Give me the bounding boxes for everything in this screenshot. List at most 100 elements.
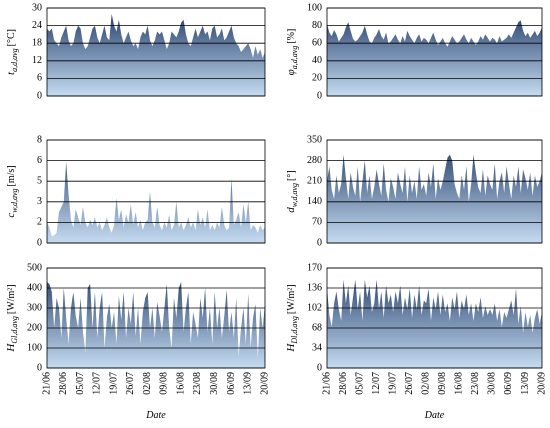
x-tick-label: 05/07 <box>75 372 86 395</box>
y-tick-label: 300 <box>27 302 42 313</box>
x-tick-label: 12/07 <box>92 372 103 395</box>
x-tick-label: 02/08 <box>421 372 432 395</box>
x-axis-title: Date <box>424 410 445 421</box>
y-axis-unit: [m/s] <box>6 165 17 186</box>
x-tick-label: 26/07 <box>404 372 415 395</box>
plot-frame <box>326 267 543 369</box>
y-tick-label: 20 <box>312 73 322 84</box>
x-tick-label: 28/06 <box>58 372 69 395</box>
y-tick-label: 2 <box>37 217 42 228</box>
y-axis-subscript: a,d,avg <box>10 48 19 72</box>
y-tick-label: 0 <box>37 362 42 373</box>
y-tick-label: 136 <box>307 282 322 293</box>
y-axis-symbol: φ <box>285 69 297 75</box>
x-axis-title: Date <box>145 410 166 421</box>
x-tick-label: 16/08 <box>175 372 186 395</box>
y-axis-unit: [W/m²] <box>6 284 17 314</box>
plot-frame <box>326 139 543 244</box>
x-tick-label: 28/06 <box>338 372 349 395</box>
y-tick-label: 12 <box>32 55 42 66</box>
x-tick-label: 26/07 <box>125 372 136 395</box>
y-axis-title: HGl,d,avg [W/m²] <box>5 284 19 352</box>
y-tick-label: 68 <box>312 322 322 333</box>
y-axis-subscript: Gl,d,avg <box>10 316 19 344</box>
y-tick-label: 100 <box>27 342 42 353</box>
y-tick-label: 210 <box>307 175 322 186</box>
x-tick-label: 19/07 <box>387 372 398 395</box>
x-tick-label: 30/08 <box>487 372 498 395</box>
x-tick-label: 13/09 <box>243 372 254 395</box>
y-axis-symbol: c <box>5 213 17 218</box>
y-tick-label: 500 <box>27 262 42 273</box>
plot-frame <box>46 7 266 97</box>
y-tick-label: 140 <box>307 196 322 207</box>
area <box>47 13 265 96</box>
y-tick-label: 3 <box>37 196 42 207</box>
y-axis-symbol: t <box>5 71 17 75</box>
x-tick-label: 09/08 <box>159 372 170 395</box>
y-tick-label: 0 <box>37 237 42 248</box>
x-tick-label: 06/09 <box>226 372 237 395</box>
y-tick-label: 6 <box>37 155 42 166</box>
area <box>327 20 542 96</box>
y-tick-label: 24 <box>32 20 42 31</box>
plot-frame <box>326 7 543 97</box>
y-tick-label: 100 <box>307 2 322 13</box>
y-tick-label: 70 <box>312 217 322 228</box>
y-axis-unit: [%] <box>286 29 297 44</box>
y-axis-unit: [W/m²] <box>286 284 297 314</box>
x-tick-label: 30/08 <box>209 372 220 395</box>
y-axis-subscript: Dl,d,avg <box>290 316 299 345</box>
y-tick-label: 0 <box>317 237 322 248</box>
y-axis-title: φa,d,avg [%] <box>285 29 299 76</box>
y-tick-label: 0 <box>37 90 42 101</box>
x-tick-label: 23/08 <box>192 372 203 395</box>
area <box>47 161 265 243</box>
y-axis-symbol: d <box>285 207 297 213</box>
plot-frame <box>46 267 266 369</box>
x-tick-label: 21/06 <box>321 372 332 395</box>
x-tick-label: 20/09 <box>536 372 547 395</box>
area <box>47 282 265 368</box>
y-tick-label: 200 <box>27 322 42 333</box>
y-tick-label: 18 <box>32 37 42 48</box>
y-tick-label: 6 <box>37 73 42 84</box>
y-axis-title: cw,d,avg [m/s] <box>5 165 19 217</box>
x-tick-label: 20/09 <box>259 372 270 395</box>
y-axis-title: ta,d,avg [°C] <box>5 29 19 75</box>
x-tick-label: 02/08 <box>142 372 153 395</box>
y-tick-label: 170 <box>307 262 322 273</box>
y-axis-unit: [°] <box>286 170 297 181</box>
x-tick-label: 06/09 <box>503 372 514 395</box>
y-tick-label: 0 <box>317 90 322 101</box>
plot-frame <box>46 139 266 244</box>
y-tick-label: 102 <box>307 302 322 313</box>
y-tick-label: 80 <box>312 20 322 31</box>
area <box>327 154 542 243</box>
y-axis-subscript: a,d,avg <box>290 46 299 70</box>
y-tick-label: 400 <box>27 282 42 293</box>
x-tick-label: 16/08 <box>454 372 465 395</box>
y-tick-label: 280 <box>307 155 322 166</box>
y-tick-label: 34 <box>312 342 322 353</box>
y-axis-symbol: H <box>285 343 297 353</box>
y-axis-title: HDl,d,avg [W/m²] <box>285 284 299 352</box>
y-tick-label: 350 <box>307 134 322 145</box>
x-tick-label: 23/08 <box>470 372 481 395</box>
x-tick-label: 12/07 <box>371 372 382 395</box>
y-tick-label: 8 <box>37 134 42 145</box>
x-tick-label: 13/09 <box>520 372 531 395</box>
y-tick-label: 40 <box>312 55 322 66</box>
x-tick-label: 21/06 <box>41 372 52 395</box>
area <box>327 279 542 368</box>
y-axis-subscript: w,d,avg <box>290 183 299 207</box>
y-tick-label: 5 <box>37 175 42 186</box>
x-tick-label: 05/07 <box>354 372 365 395</box>
x-tick-label: 09/08 <box>437 372 448 395</box>
y-axis-unit: [°C] <box>6 29 17 46</box>
y-tick-label: 60 <box>312 37 322 48</box>
y-tick-label: 0 <box>317 362 322 373</box>
y-tick-label: 30 <box>32 2 42 13</box>
y-axis-symbol: H <box>5 343 17 353</box>
